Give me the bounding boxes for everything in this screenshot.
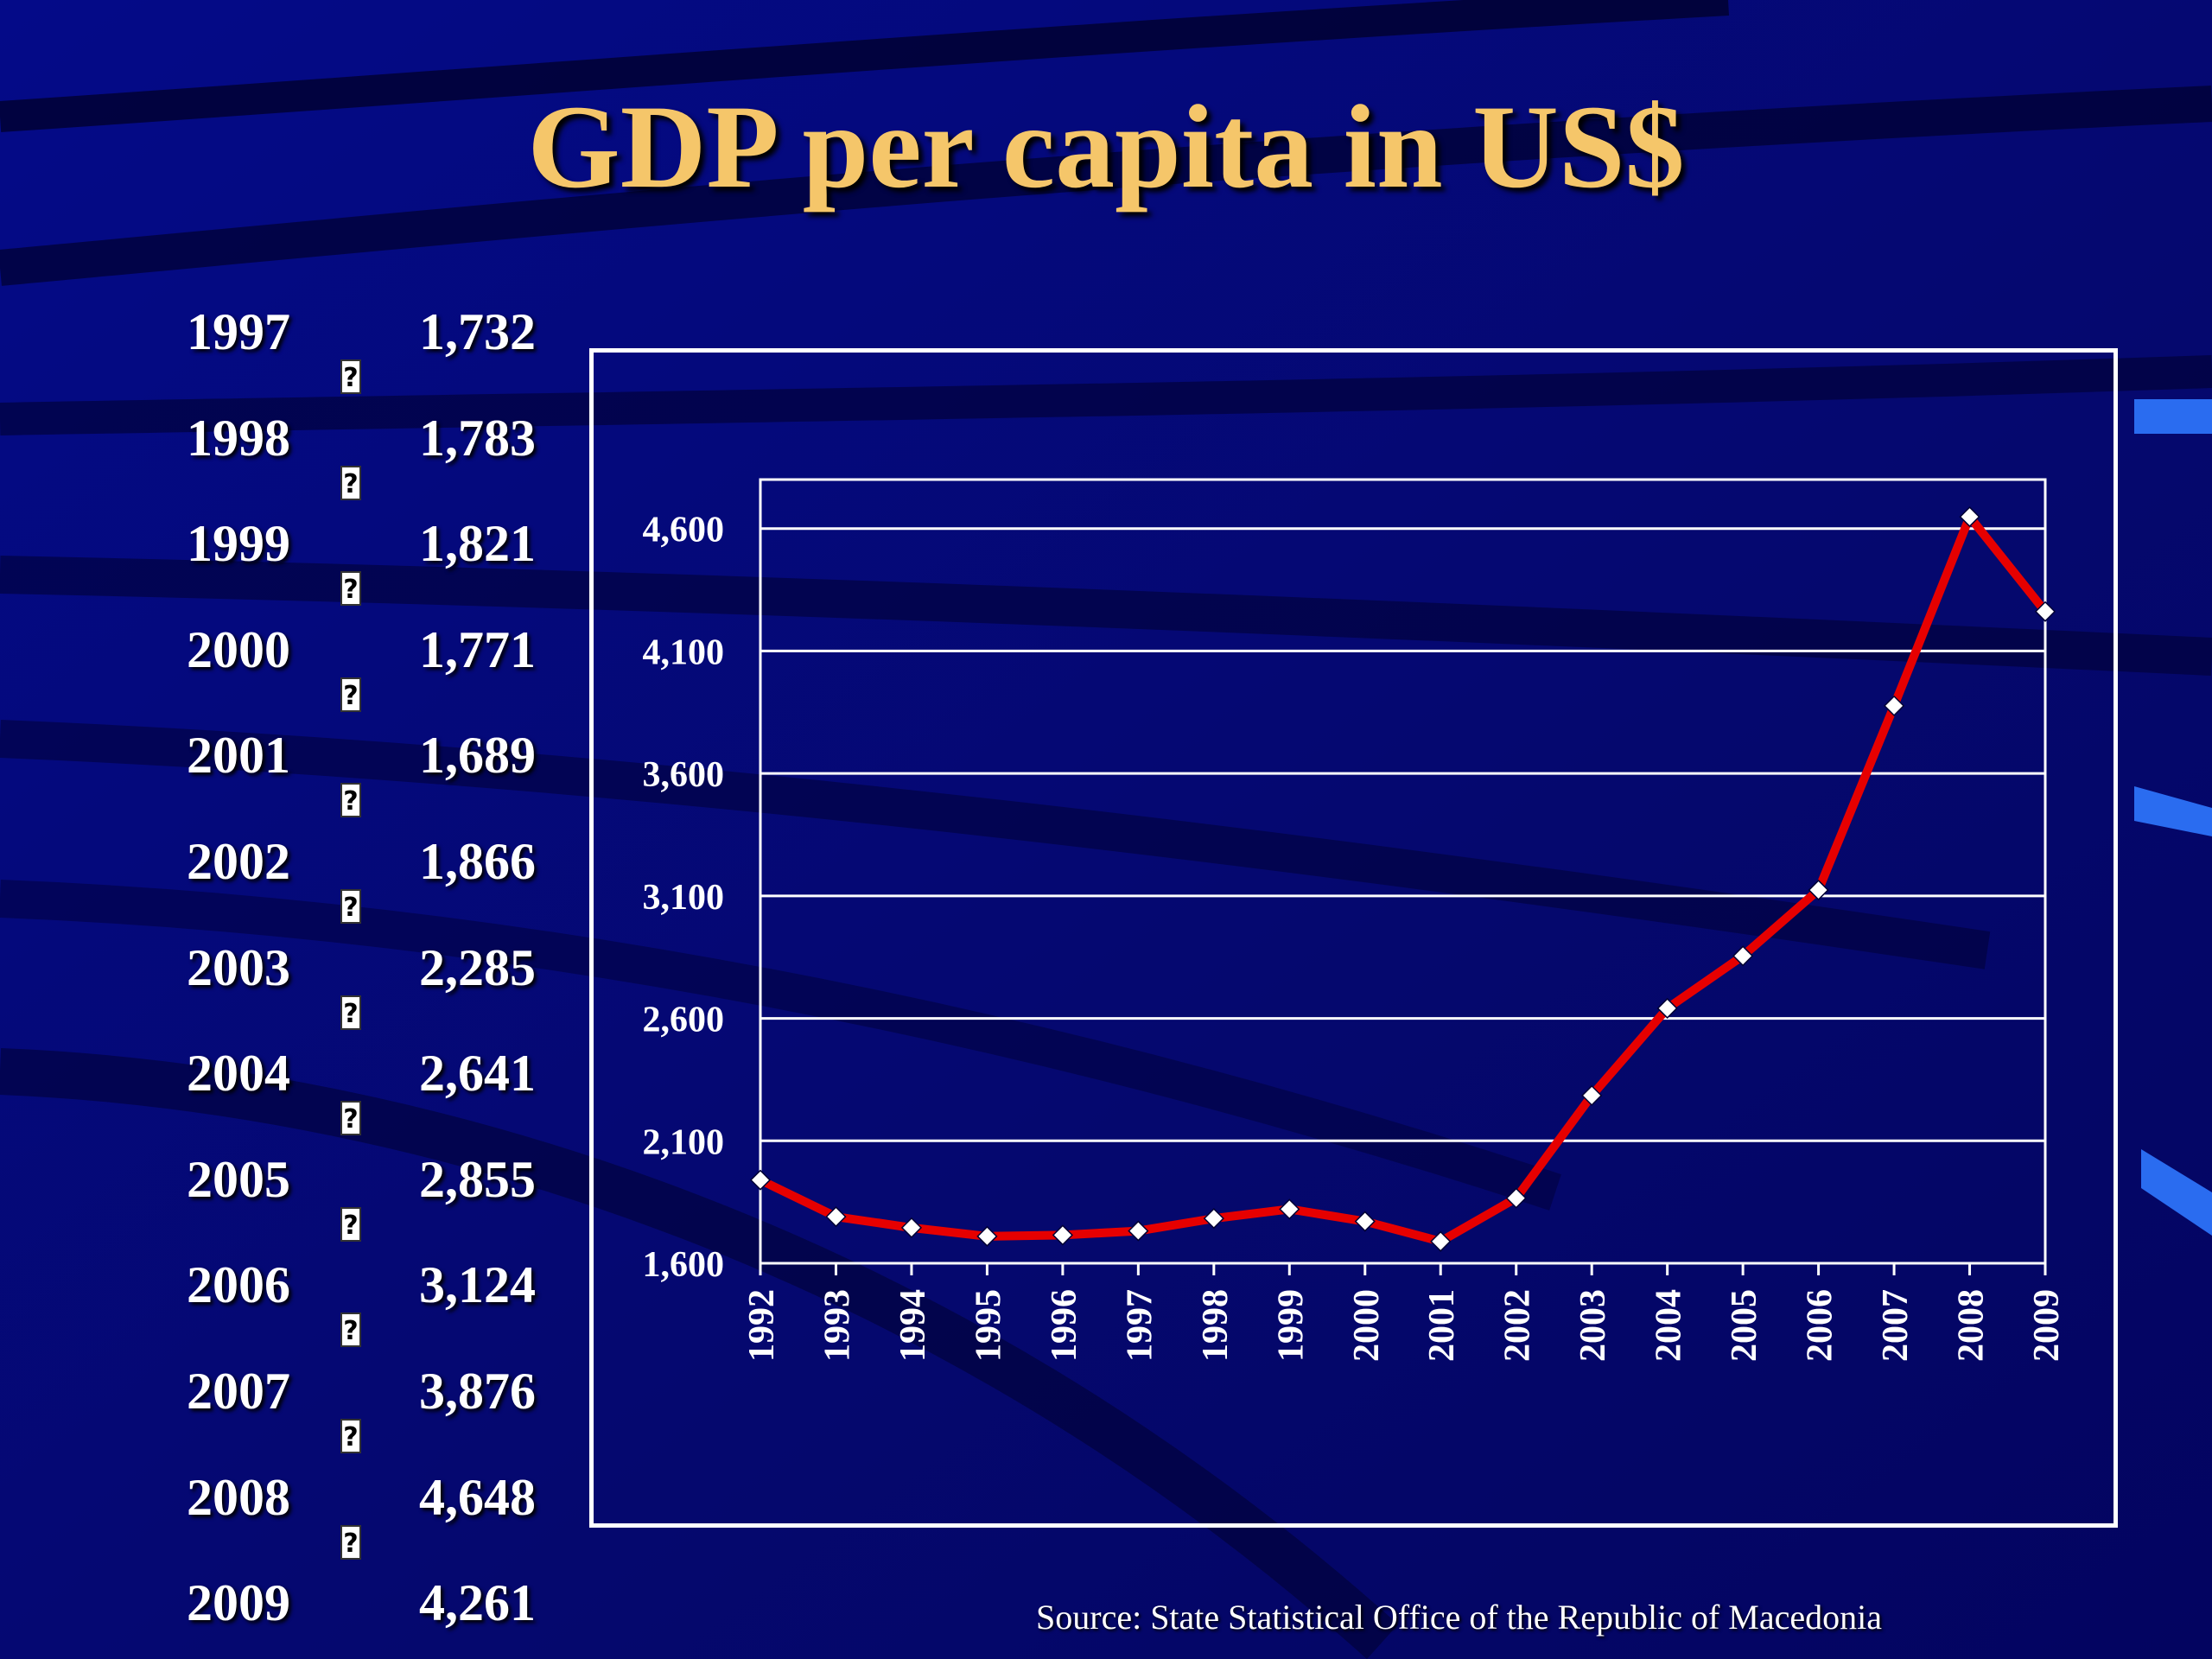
missing-glyph-icon: ? (340, 1524, 361, 1560)
data-point (1656, 997, 1678, 1020)
data-point (1808, 879, 1829, 901)
missing-glyph-icon: ? (340, 1101, 361, 1136)
data-point (1279, 1198, 1300, 1220)
missing-glyph-icon: ? (340, 995, 361, 1030)
y-tick-label: 2,600 (643, 1001, 725, 1040)
x-tick-label: 2006 (1801, 1289, 1840, 1362)
table-year: 2009 (187, 1574, 290, 1632)
table-year: 2004 (187, 1045, 290, 1103)
table-year: 1999 (187, 515, 290, 573)
table-value: 3,876 (419, 1363, 536, 1420)
data-point (976, 1225, 998, 1247)
x-tick-label: 1995 (969, 1289, 1008, 1362)
missing-glyph-icon: ? (340, 677, 361, 712)
table-year: 1997 (187, 303, 290, 360)
x-tick-label: 1998 (1196, 1289, 1236, 1362)
table-value: 2,641 (419, 1045, 536, 1103)
data-point (1883, 695, 1905, 716)
data-point (1959, 506, 1980, 528)
table-value: 4,648 (419, 1468, 536, 1526)
table-year: 2000 (187, 620, 290, 678)
data-point (1732, 945, 1754, 967)
data-point (900, 1217, 923, 1238)
y-tick-label: 3,100 (643, 878, 725, 918)
x-tick-label: 2007 (1876, 1289, 1916, 1362)
x-tick-label: 1997 (1120, 1289, 1160, 1362)
missing-glyph-icon: ? (340, 359, 361, 394)
table-year: 1998 (187, 409, 290, 467)
data-point (825, 1206, 847, 1228)
table-value: 1,821 (419, 515, 536, 573)
x-tick-label: 2003 (1573, 1289, 1613, 1362)
y-tick-label: 4,600 (643, 511, 725, 550)
series-line (756, 512, 2050, 1246)
table-year: 2006 (187, 1256, 290, 1314)
x-tick-label: 2001 (1422, 1289, 1462, 1362)
source-note: Source: State Statistical Office of the … (1036, 1598, 1882, 1637)
accent-bar (2134, 399, 2212, 434)
data-point (1128, 1220, 1149, 1242)
table-value: 1,866 (419, 833, 536, 890)
table-year: 2001 (187, 727, 290, 785)
data-point (1581, 1084, 1603, 1106)
x-tick-label: 2008 (1952, 1289, 1992, 1362)
missing-glyph-icon: ? (340, 1206, 361, 1242)
table-value: 1,689 (419, 727, 536, 785)
table-year: 2007 (187, 1363, 290, 1420)
table-value: 2,285 (419, 938, 536, 996)
table-value: 2,855 (419, 1150, 536, 1208)
data-point (1430, 1230, 1452, 1252)
slide-title: GDP per capita in US$ (527, 80, 1685, 213)
y-tick-label: 1,600 (643, 1245, 725, 1285)
data-point (1052, 1224, 1073, 1246)
x-tick-label: 2002 (1498, 1289, 1538, 1362)
data-point (1354, 1211, 1376, 1232)
table-year: 2008 (187, 1468, 290, 1526)
data-point (1203, 1208, 1224, 1230)
accent-bar (2134, 786, 2212, 836)
missing-glyph-icon: ? (340, 1313, 361, 1348)
missing-glyph-icon: ? (340, 783, 361, 818)
table-value: 1,771 (419, 620, 536, 678)
x-tick-label: 1999 (1271, 1289, 1311, 1362)
x-tick-label: 2000 (1347, 1289, 1387, 1362)
x-tick-label: 2009 (2027, 1289, 2067, 1362)
x-tick-label: 1996 (1045, 1289, 1084, 1362)
missing-glyph-icon: ? (340, 571, 361, 607)
data-point (2034, 601, 2056, 622)
accent-bar (2141, 1149, 2212, 1236)
plot-area (759, 478, 2047, 1265)
y-tick-label: 2,100 (643, 1122, 725, 1162)
x-tick-label: 2005 (1725, 1289, 1764, 1362)
x-tick-label: 2004 (1649, 1289, 1689, 1362)
missing-glyph-icon: ? (340, 889, 361, 924)
table-value: 1,732 (419, 303, 536, 360)
table-value: 3,124 (419, 1256, 536, 1314)
y-tick-label: 3,600 (643, 755, 725, 795)
y-tick-label: 4,100 (643, 632, 725, 672)
table-value: 1,783 (419, 409, 536, 467)
table-year: 2005 (187, 1150, 290, 1208)
missing-glyph-icon: ? (340, 1419, 361, 1453)
x-tick-label: 1993 (817, 1289, 857, 1362)
data-point (1505, 1187, 1527, 1209)
x-tick-label: 1994 (893, 1289, 933, 1362)
table-year: 2002 (187, 833, 290, 890)
table-year: 2003 (187, 938, 290, 996)
missing-glyph-icon: ? (340, 465, 361, 500)
data-point (749, 1169, 772, 1191)
chart-frame (589, 348, 2118, 1528)
table-value: 4,261 (419, 1574, 536, 1632)
x-tick-label: 1992 (742, 1289, 782, 1362)
